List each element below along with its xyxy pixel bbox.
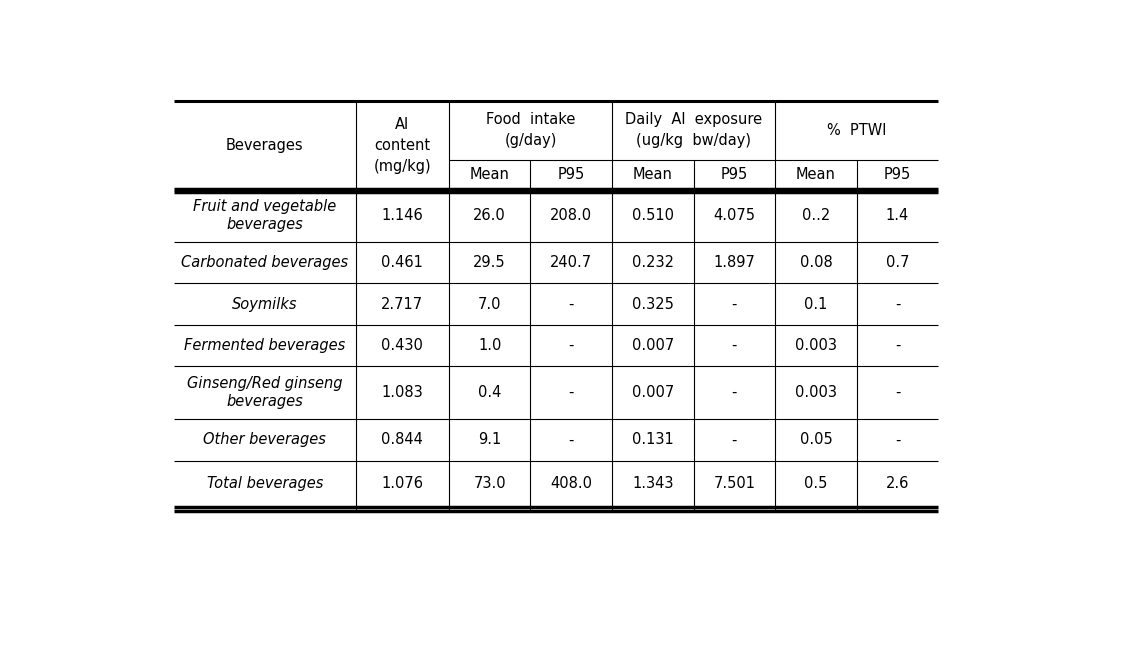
Text: 1.083: 1.083	[381, 385, 423, 400]
Text: P95: P95	[557, 167, 585, 182]
Text: Total beverages: Total beverages	[207, 476, 323, 491]
Text: 4.075: 4.075	[714, 208, 755, 223]
Text: 1.343: 1.343	[631, 476, 674, 491]
Text: -: -	[569, 432, 574, 447]
Text: 1.0: 1.0	[478, 338, 501, 353]
Text: P95: P95	[721, 167, 748, 182]
Text: 73.0: 73.0	[474, 476, 506, 491]
Text: Other beverages: Other beverages	[204, 432, 326, 447]
Text: -: -	[569, 385, 574, 400]
Text: -: -	[732, 338, 737, 353]
Text: 0.08: 0.08	[800, 255, 833, 270]
Text: Daily  Al  exposure
(ug/kg  bw/day): Daily Al exposure (ug/kg bw/day)	[625, 112, 762, 148]
Text: -: -	[895, 432, 900, 447]
Text: 0.430: 0.430	[381, 338, 423, 353]
Text: 0.007: 0.007	[631, 338, 674, 353]
Text: 0.232: 0.232	[631, 255, 674, 270]
Text: 9.1: 9.1	[478, 432, 501, 447]
Text: 0.003: 0.003	[795, 385, 837, 400]
Text: Mean: Mean	[470, 167, 509, 182]
Text: 0.1: 0.1	[804, 297, 827, 312]
Text: Mean: Mean	[796, 167, 836, 182]
Text: Soymilks: Soymilks	[232, 297, 297, 312]
Text: -: -	[895, 385, 900, 400]
Text: 0.5: 0.5	[804, 476, 827, 491]
Text: 26.0: 26.0	[474, 208, 506, 223]
Text: -: -	[732, 297, 737, 312]
Text: Al
content
(mg/kg): Al content (mg/kg)	[374, 117, 431, 174]
Text: Mean: Mean	[633, 167, 673, 182]
Text: -: -	[732, 432, 737, 447]
Text: 0..2: 0..2	[802, 208, 831, 223]
Text: 1.4: 1.4	[885, 208, 909, 223]
Text: Food  intake
(g/day): Food intake (g/day)	[486, 112, 575, 148]
Text: -: -	[895, 338, 900, 353]
Text: 1.897: 1.897	[714, 255, 755, 270]
Text: 1.076: 1.076	[381, 476, 423, 491]
Text: 7.501: 7.501	[714, 476, 755, 491]
Text: 0.461: 0.461	[381, 255, 423, 270]
Text: 240.7: 240.7	[550, 255, 593, 270]
Text: 7.0: 7.0	[478, 297, 501, 312]
Text: 208.0: 208.0	[550, 208, 593, 223]
Text: 1.146: 1.146	[381, 208, 423, 223]
Text: 0.131: 0.131	[631, 432, 674, 447]
Text: -: -	[895, 297, 900, 312]
Text: 0.05: 0.05	[800, 432, 833, 447]
Text: Beverages: Beverages	[227, 138, 303, 153]
Text: 0.844: 0.844	[381, 432, 423, 447]
Text: -: -	[569, 297, 574, 312]
Text: 0.7: 0.7	[885, 255, 909, 270]
Text: Fruit and vegetable
beverages: Fruit and vegetable beverages	[193, 199, 336, 232]
Text: 408.0: 408.0	[550, 476, 593, 491]
Text: %  PTWI: % PTWI	[827, 123, 887, 138]
Text: 0.007: 0.007	[631, 385, 674, 400]
Text: -: -	[569, 338, 574, 353]
Text: 2.6: 2.6	[885, 476, 909, 491]
Text: 0.510: 0.510	[631, 208, 674, 223]
Text: -: -	[732, 385, 737, 400]
Text: Fermented beverages: Fermented beverages	[184, 338, 345, 353]
Text: Ginseng/Red ginseng
beverages: Ginseng/Red ginseng beverages	[188, 376, 343, 409]
Text: 0.4: 0.4	[478, 385, 501, 400]
Text: 29.5: 29.5	[474, 255, 506, 270]
Text: 2.717: 2.717	[381, 297, 423, 312]
Text: 0.325: 0.325	[631, 297, 674, 312]
Text: P95: P95	[884, 167, 911, 182]
Text: Carbonated beverages: Carbonated beverages	[182, 255, 349, 270]
Text: 0.003: 0.003	[795, 338, 837, 353]
